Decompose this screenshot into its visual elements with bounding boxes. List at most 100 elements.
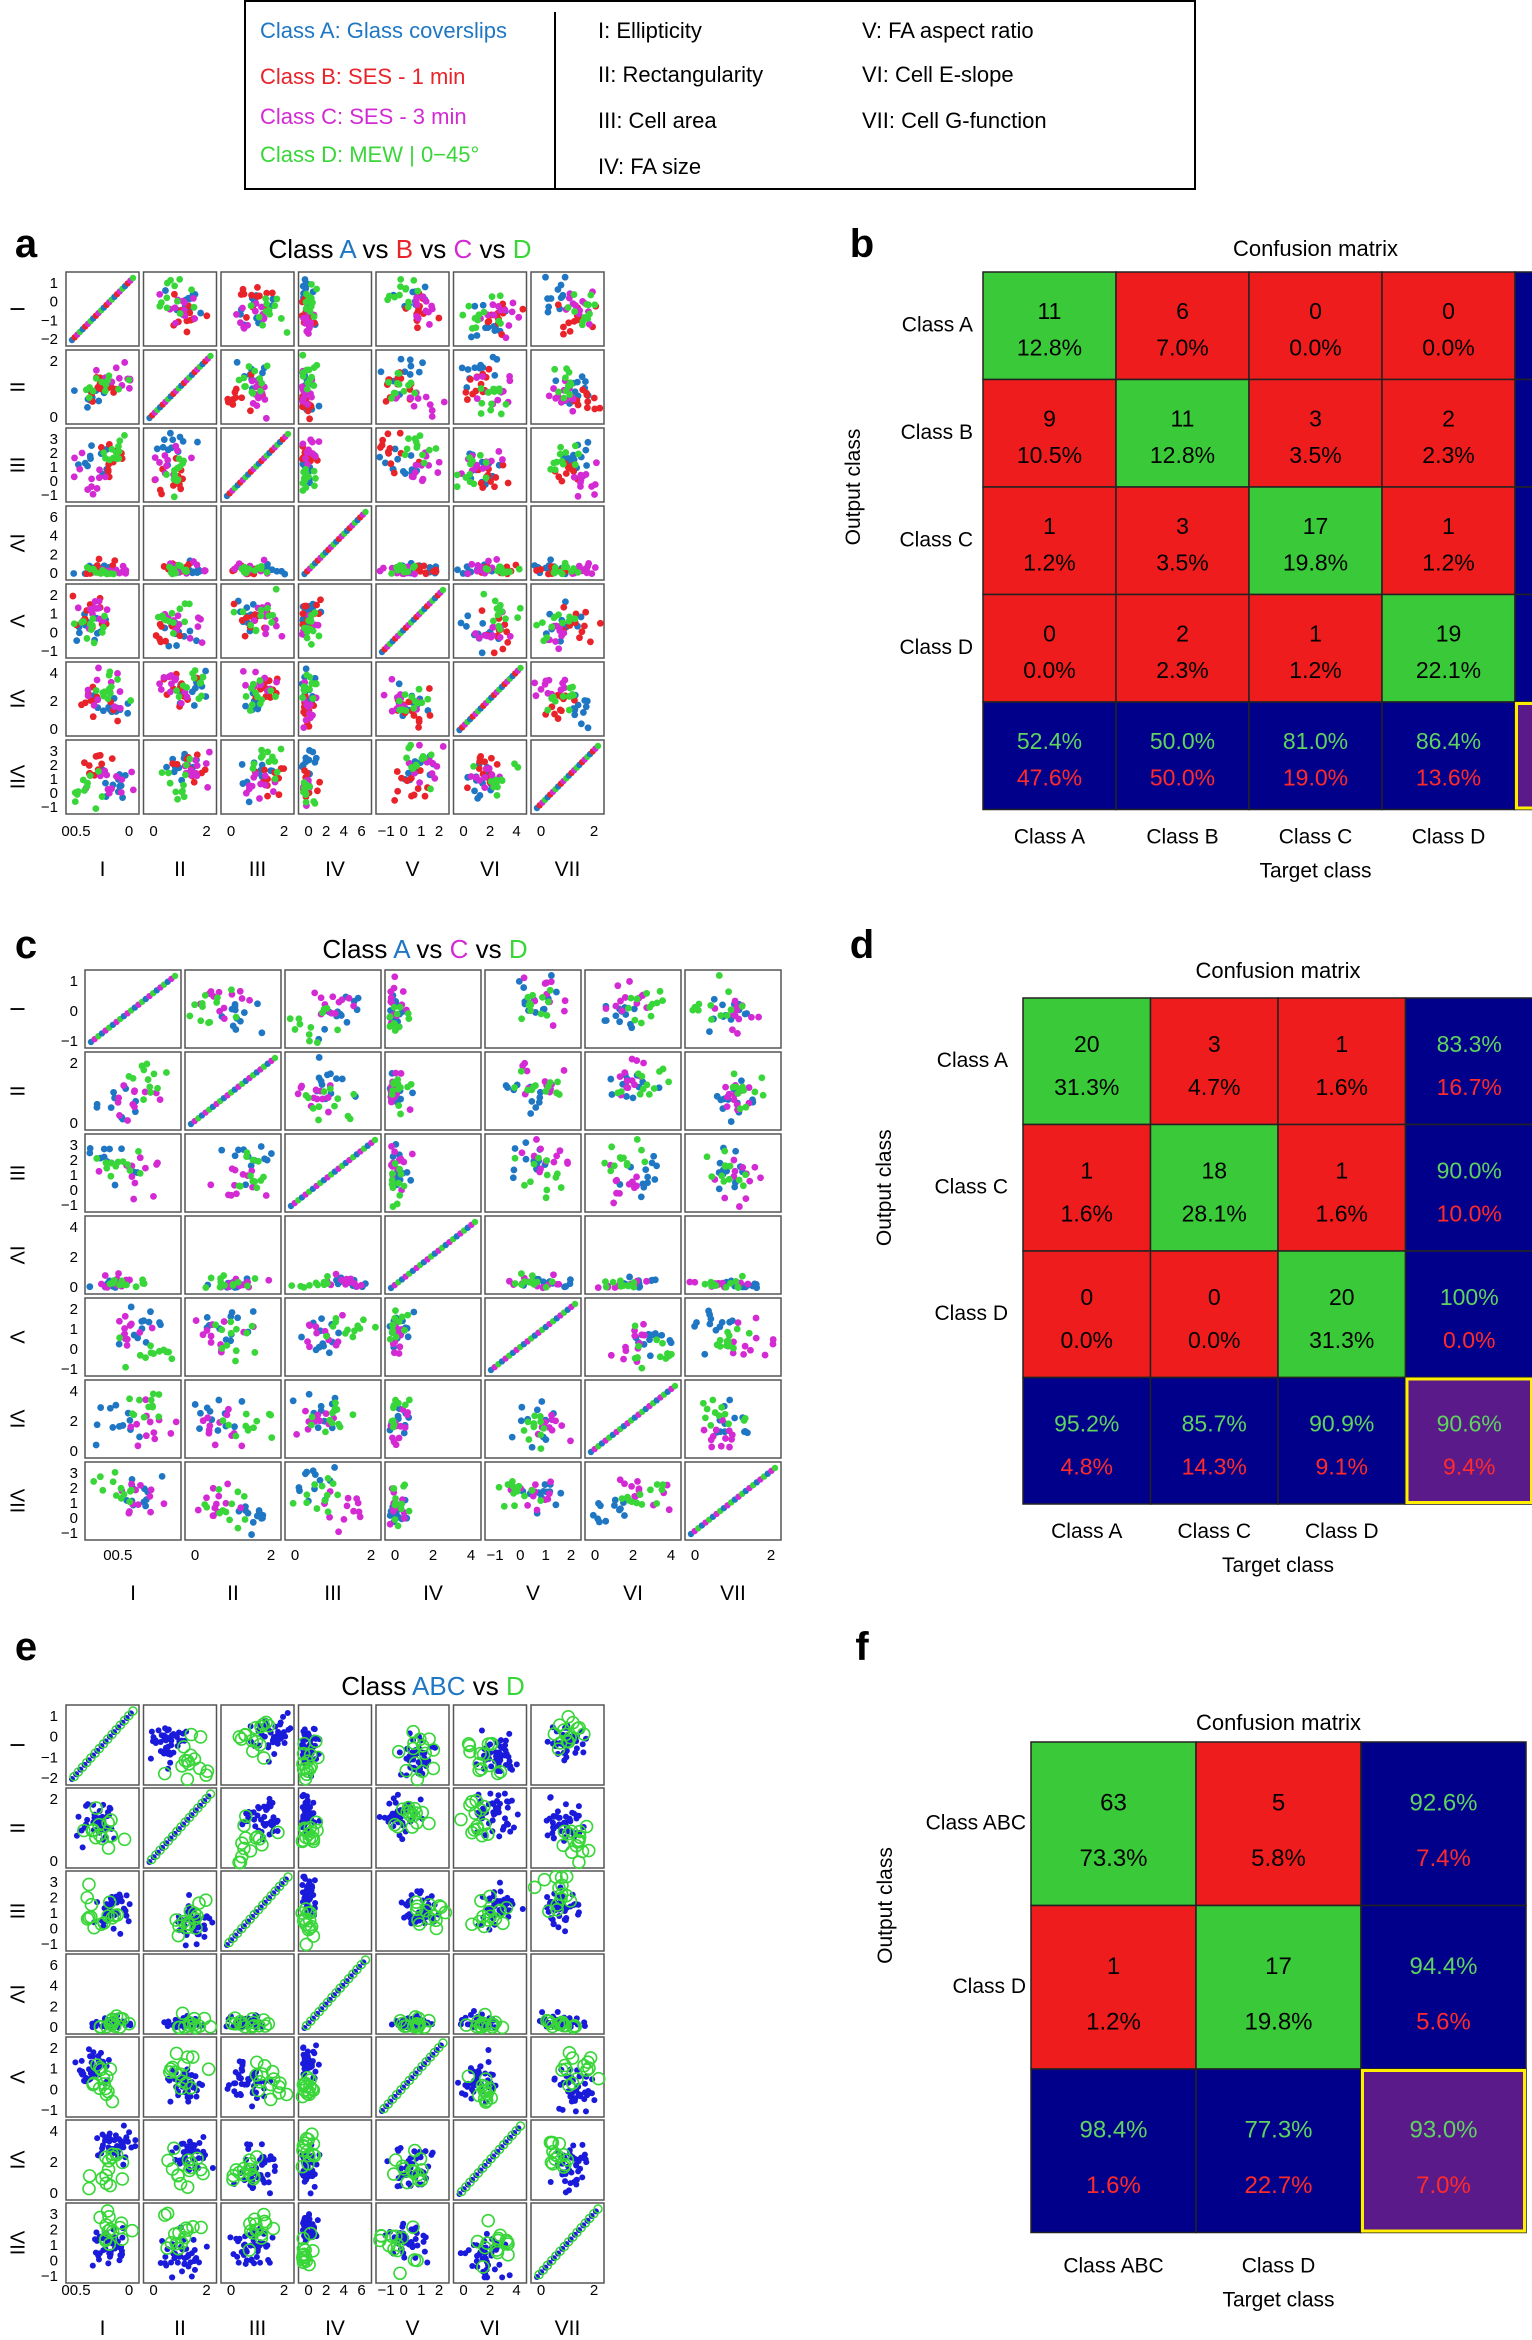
scatter-point <box>243 1153 250 1161</box>
scatter-point <box>95 604 103 612</box>
scatter-point <box>318 1081 326 1089</box>
scatter-point <box>583 462 591 469</box>
scatter-point <box>296 1020 304 1028</box>
scatter-point <box>224 395 232 403</box>
scatter-point <box>257 1816 264 1823</box>
scatter-point <box>418 699 426 707</box>
scatter-point <box>745 1084 753 1091</box>
scatter-point <box>695 1000 703 1008</box>
scatter-point <box>506 1730 513 1737</box>
scatter-point <box>544 1832 551 1839</box>
scatter-cell <box>84 1379 182 1459</box>
scatter-point <box>471 1218 479 1226</box>
scatter-point <box>742 1195 750 1203</box>
scatter-point <box>129 274 137 282</box>
scatter-point <box>303 1491 311 1499</box>
scatter-point <box>519 1062 527 1070</box>
scatter-point <box>307 714 314 722</box>
scatter-point <box>76 465 84 473</box>
scatter-point <box>283 329 291 336</box>
scatter-point <box>544 706 552 714</box>
scatter-point <box>410 1308 418 1316</box>
scatter-point <box>197 1409 204 1417</box>
scatter-point <box>514 614 522 622</box>
scatter-point <box>389 1485 397 1493</box>
scatter-point <box>342 1278 350 1285</box>
scatter-point <box>396 291 403 299</box>
scatter-point <box>522 1155 530 1163</box>
row-label-II: II <box>6 1085 28 1096</box>
col-tick: 1 <box>417 823 425 840</box>
scatter-point <box>245 363 253 370</box>
scatter-point <box>459 311 467 319</box>
scatter-point <box>584 562 592 570</box>
scatter-point <box>308 612 315 619</box>
scatter-point <box>313 1505 321 1512</box>
scatter-point <box>422 393 430 401</box>
scatter-point <box>620 1282 628 1289</box>
scatter-point <box>92 366 100 374</box>
scatter-point <box>427 785 434 793</box>
scatter-point <box>103 1164 111 1172</box>
scatter-point <box>248 1322 256 1330</box>
scatter-point <box>647 1486 654 1494</box>
scatter-point <box>557 686 565 694</box>
scatter-point <box>716 1343 724 1350</box>
scatter-point <box>166 429 174 437</box>
scatter-point <box>391 796 399 804</box>
scatter-point <box>739 1182 747 1190</box>
panel-label-c: c <box>15 923 37 967</box>
scatter-point <box>532 1104 540 1111</box>
scatter-points <box>151 429 201 501</box>
scatter-point <box>171 972 179 980</box>
scatter-point <box>254 693 261 701</box>
scatter-point <box>123 1341 131 1349</box>
scatter-point <box>83 635 91 642</box>
scatter-point <box>231 1423 238 1431</box>
scatter-point <box>88 475 95 483</box>
scatter-point <box>96 466 103 474</box>
scatter-point <box>146 1083 154 1091</box>
scatter-point <box>509 299 517 307</box>
scatter-point <box>392 1333 400 1341</box>
scatter-point <box>395 380 403 388</box>
scatter-points <box>689 972 762 1037</box>
scatter-point <box>169 436 177 444</box>
scatter-point <box>758 1074 766 1082</box>
scatter-point <box>272 693 279 700</box>
scatter-point <box>563 1754 570 1761</box>
scatter-point <box>488 754 495 762</box>
scatter-point <box>546 1079 554 1086</box>
scatter-point <box>89 615 97 623</box>
scatter-point <box>481 784 489 792</box>
scatter-point <box>322 1428 329 1436</box>
scatter-point <box>517 1270 525 1278</box>
scatter-point <box>350 1507 358 1515</box>
scatter-point <box>222 1499 230 1507</box>
scatter-point <box>252 770 260 778</box>
scatter-point <box>173 642 180 649</box>
scatter-point <box>312 754 320 762</box>
scatter-point <box>158 769 166 777</box>
scatter-point <box>532 692 540 700</box>
scatter-point <box>389 1087 397 1095</box>
col-label-II: II <box>227 1582 239 1605</box>
scatter-point <box>488 293 496 301</box>
scatter-point <box>260 556 268 564</box>
scatter-points <box>464 753 522 802</box>
scatter-point <box>202 760 210 767</box>
scatter-point <box>234 1524 242 1532</box>
scatter-point <box>242 1410 250 1418</box>
scatter-point <box>478 1727 485 1734</box>
scatter-point <box>612 1012 620 1020</box>
scatter-point <box>173 687 180 695</box>
scatter-point <box>242 1181 250 1189</box>
scatter-point <box>643 989 651 997</box>
scatter-point <box>713 1092 721 1100</box>
scatter-point <box>311 1726 318 1733</box>
scatter-point <box>241 632 249 640</box>
scatter-point <box>266 1795 273 1802</box>
scatter-point <box>131 1179 139 1187</box>
scatter-point <box>404 1311 412 1319</box>
